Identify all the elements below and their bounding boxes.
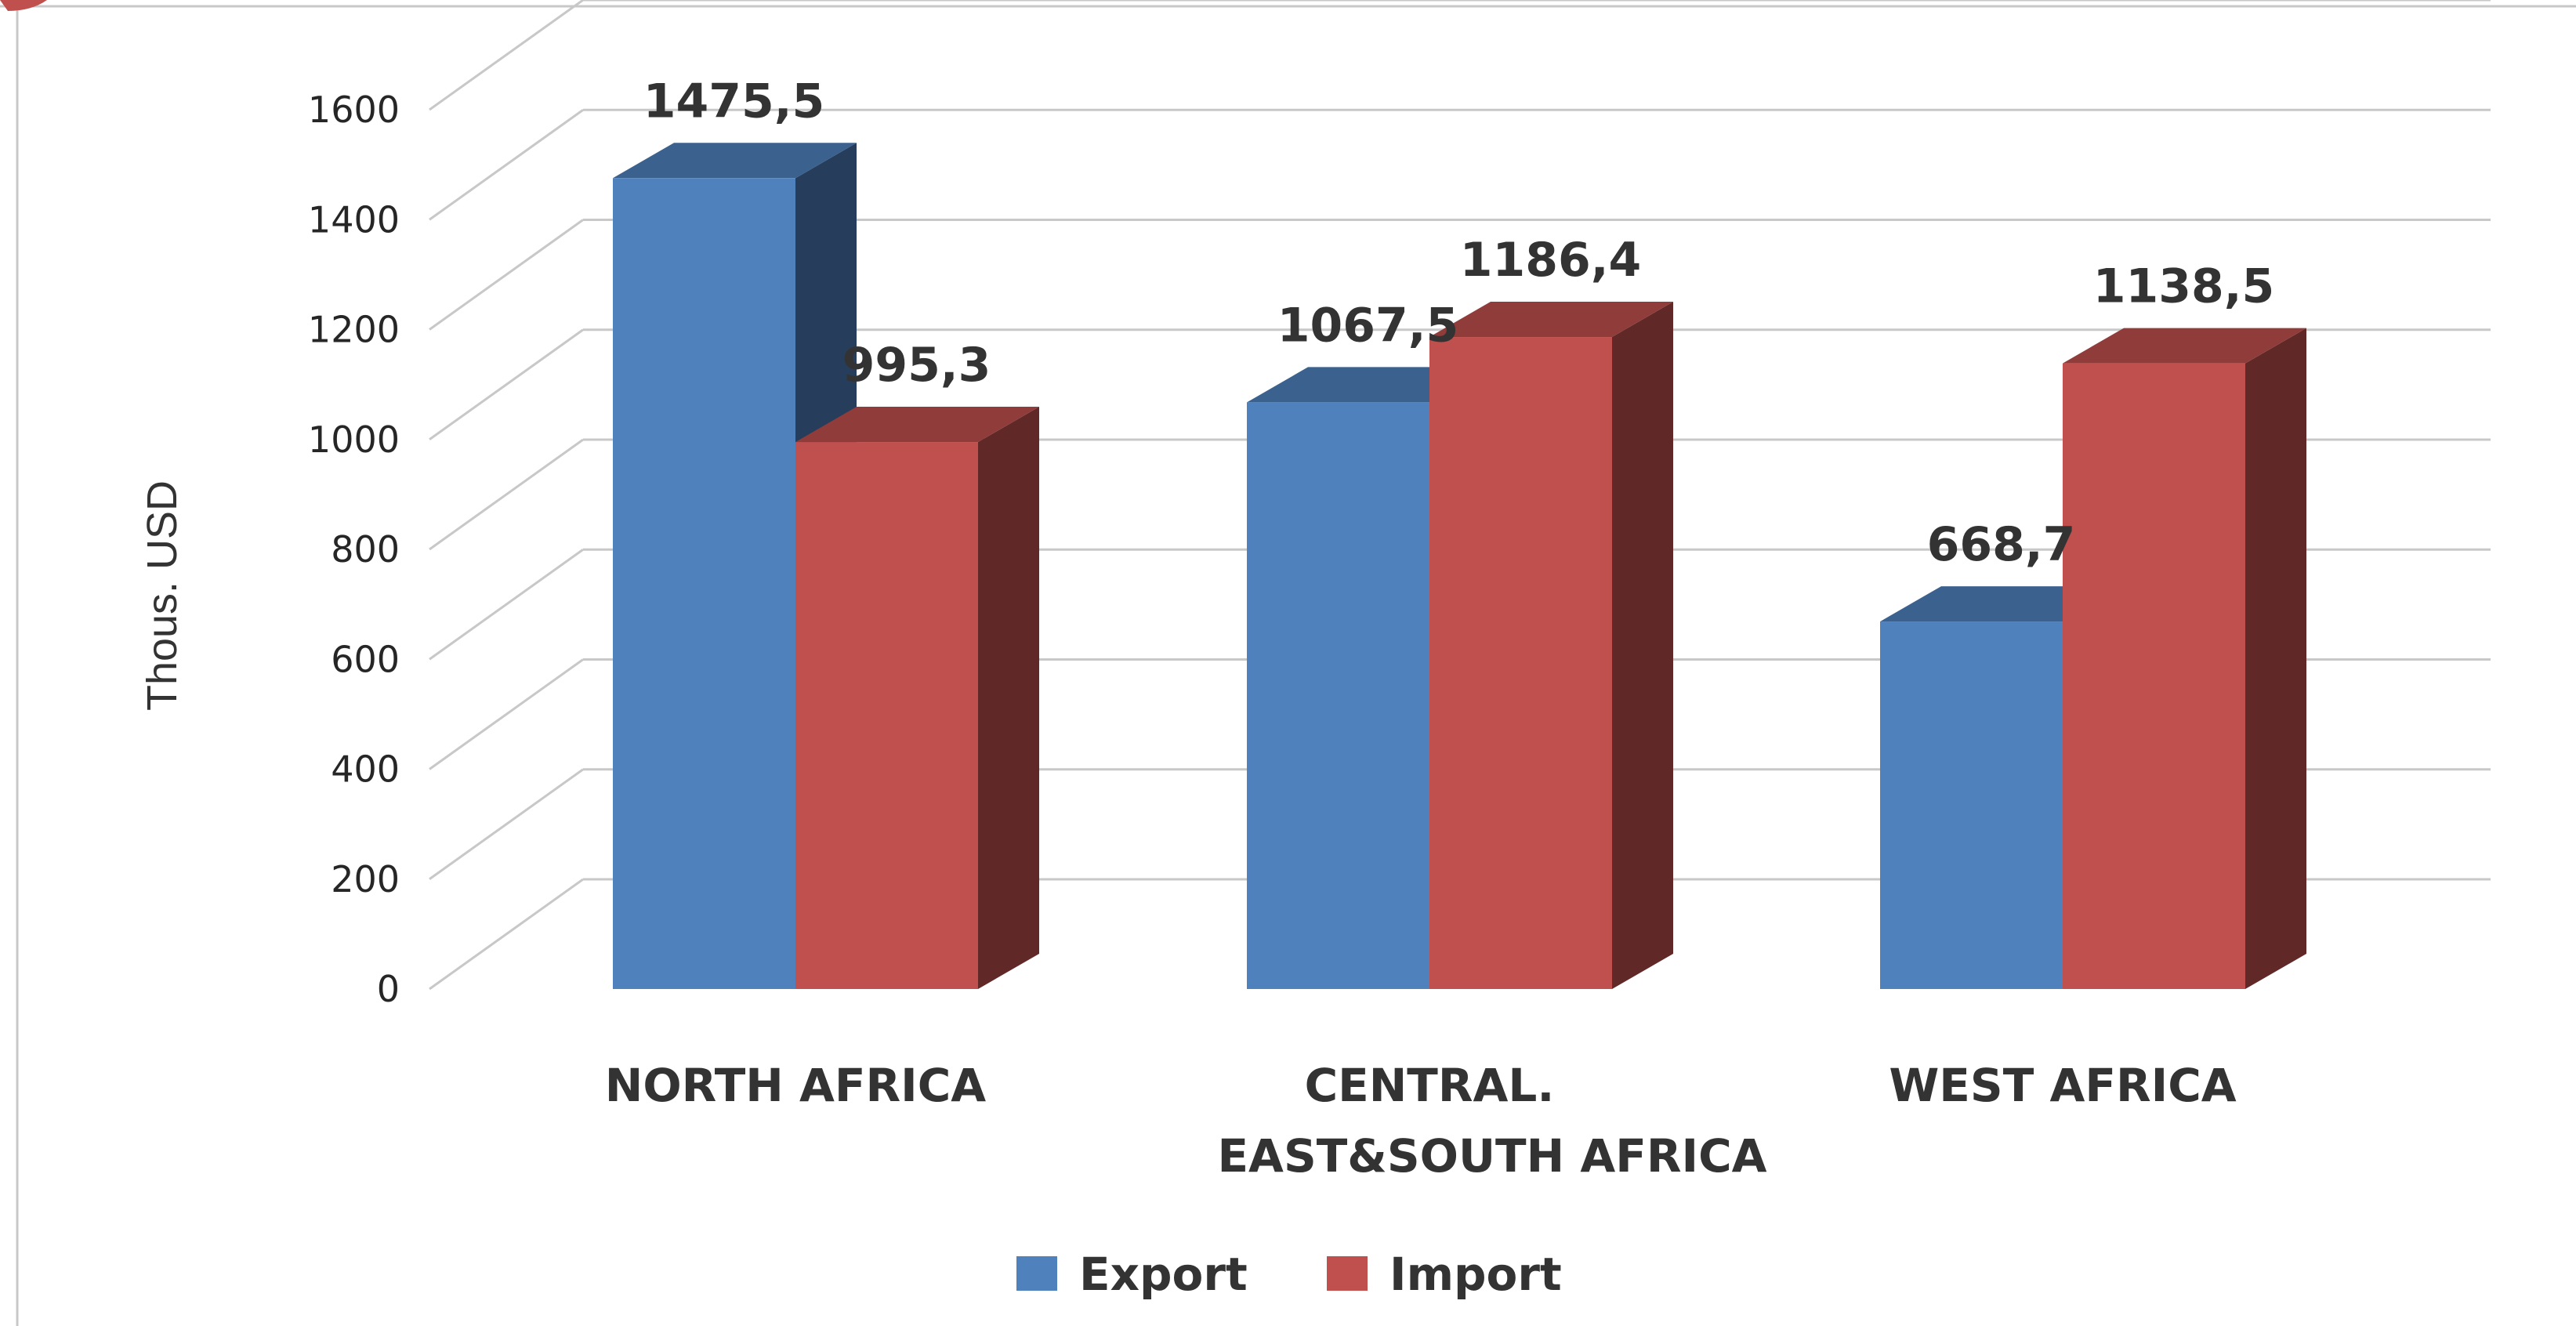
legend-swatch xyxy=(1327,1256,1368,1291)
bar xyxy=(613,178,795,989)
bar-side xyxy=(2245,328,2306,990)
bar xyxy=(1429,337,1612,989)
y-tick-label: 800 xyxy=(331,528,400,571)
y-tick-label: 1200 xyxy=(308,309,400,351)
y-axis-ticks: 0 200 400 600 800 1000 1200 1400 1600 xyxy=(308,89,400,1010)
bar-side xyxy=(1612,302,1673,989)
category-label: CENTRAL. xyxy=(1305,1059,1555,1112)
data-label: 1067,5 xyxy=(1277,298,1459,353)
legend-label: Import xyxy=(1389,1248,1562,1301)
category-label: NORTH AFRICA xyxy=(605,1059,987,1112)
y-tick-label: 1400 xyxy=(308,198,400,241)
bar-top xyxy=(795,407,1039,443)
y-tick-label: 600 xyxy=(331,638,400,680)
gridline-side xyxy=(429,0,584,111)
y-tick-label: 1000 xyxy=(308,418,400,461)
corner-accent xyxy=(0,0,47,11)
bar xyxy=(795,442,978,989)
bar-side xyxy=(978,407,1039,989)
gridline-side xyxy=(429,878,584,991)
gridline-side xyxy=(429,219,584,331)
legend-swatch xyxy=(1016,1256,1057,1291)
category-labels: NORTH AFRICA CENTRAL. EAST&SOUTH AFRICA WES… xyxy=(605,1059,2237,1183)
category-label: EAST&SOUTH AFRICA xyxy=(1217,1129,1766,1183)
data-label: 1138,5 xyxy=(2093,259,2275,314)
legend-label: Export xyxy=(1079,1248,1248,1301)
data-label: 668,7 xyxy=(1927,517,2076,572)
bar-top xyxy=(2063,328,2306,364)
gridline-side xyxy=(429,438,584,551)
gridline-side xyxy=(429,109,584,221)
bar xyxy=(1880,621,2063,989)
legend: Export Import xyxy=(1016,1248,1562,1301)
bars xyxy=(613,143,2306,990)
data-label: 995,3 xyxy=(842,338,991,393)
gridline-side xyxy=(429,549,584,661)
bar xyxy=(2063,363,2245,990)
y-tick-label: 200 xyxy=(331,858,400,900)
bar-top xyxy=(613,143,857,179)
y-tick-label: 400 xyxy=(331,748,400,791)
bar xyxy=(1247,402,1429,989)
gridline-side xyxy=(429,328,584,440)
bar-top xyxy=(1429,302,1673,338)
y-tick-label: 0 xyxy=(377,968,400,1010)
category-label: WEST AFRICA xyxy=(1889,1059,2236,1112)
gridline-side xyxy=(429,658,584,770)
y-tick-label: 1600 xyxy=(308,89,400,131)
y-axis-title: Thous. USD xyxy=(139,480,186,711)
gridline-side xyxy=(429,768,584,880)
data-label: 1475,5 xyxy=(643,74,825,129)
data-label: 1186,4 xyxy=(1460,233,1642,288)
